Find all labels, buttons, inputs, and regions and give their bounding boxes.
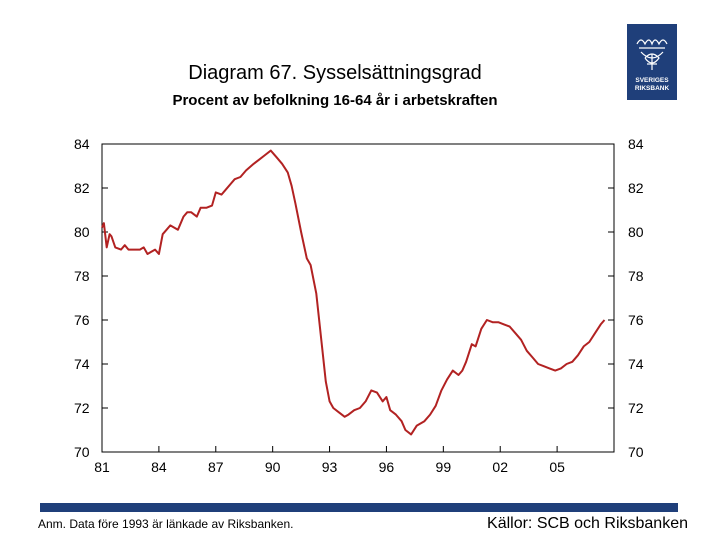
y-tick-label-left: 84: [74, 136, 90, 152]
y-tick-label-right: 82: [628, 180, 644, 196]
chart-title: Diagram 67. Sysselsättningsgrad: [188, 62, 482, 84]
x-tick-label: 99: [436, 459, 452, 475]
x-tick-label: 93: [322, 459, 338, 475]
line-chart: 70 70 72 72 74 74 76 76 78 78 80 80 82 82 84 84 81 84 87 90…: [74, 136, 644, 475]
source-note: Källor: SCB och Riksbanken: [487, 515, 688, 532]
y-tick-label-left: 82: [74, 180, 90, 196]
series-line: [101, 149, 606, 436]
y-tick-label-right: 74: [628, 356, 644, 372]
y-tick-label-left: 72: [74, 400, 90, 416]
y-tick-label-right: 80: [628, 224, 644, 240]
y-tick-label-right: 84: [628, 136, 644, 152]
y-tick-label-left: 70: [74, 444, 90, 460]
x-tick-label: 84: [151, 459, 167, 475]
y-tick-label-right: 76: [628, 312, 644, 328]
riksbank-logo: SVERIGES RIKSBANK: [627, 24, 677, 100]
x-tick-label: 87: [208, 459, 224, 475]
x-tick-label: 90: [265, 459, 281, 475]
y-tick-label-left: 74: [74, 356, 90, 372]
logo-text-line2: RIKSBANK: [635, 85, 670, 92]
x-tick-label: 05: [549, 459, 565, 475]
x-tick-label: 81: [94, 459, 110, 475]
y-tick-label-left: 76: [74, 312, 90, 328]
y-tick-label-right: 72: [628, 400, 644, 416]
y-tick-label-right: 70: [628, 444, 644, 460]
x-tick-label: 02: [492, 459, 508, 475]
logo-text-line1: SVERIGES: [635, 77, 669, 84]
chart-subtitle: Procent av befolkning 16-64 år i arbetsk…: [172, 92, 498, 109]
footer-bar: [40, 503, 678, 512]
x-tick-label: 96: [379, 459, 395, 475]
footnote: Anm. Data före 1993 är länkade av Riksba…: [38, 517, 294, 531]
plot-frame: [101, 143, 615, 453]
y-tick-label-left: 78: [74, 268, 90, 284]
y-tick-label-left: 80: [74, 224, 90, 240]
y-tick-label-right: 78: [628, 268, 644, 284]
